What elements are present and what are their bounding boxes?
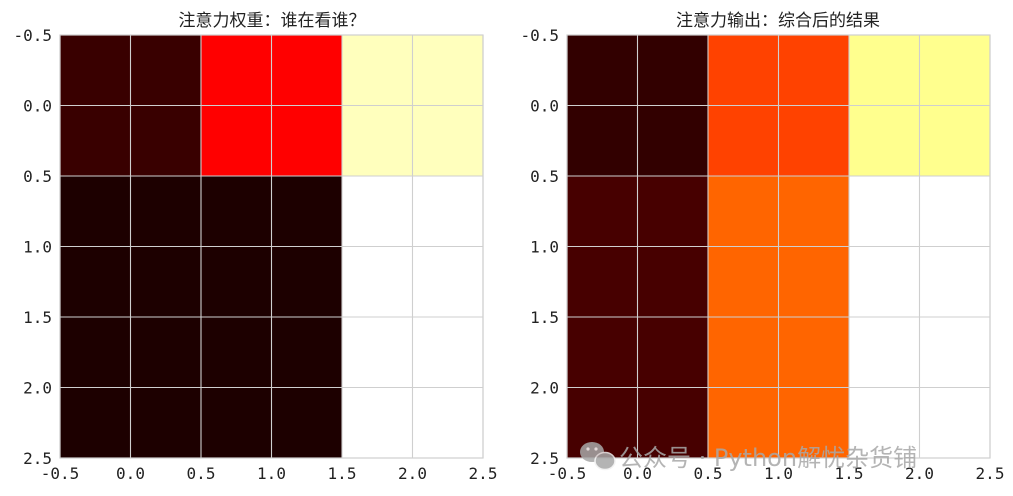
x-tick-label: -0.5 bbox=[41, 464, 80, 483]
x-tick-labels: -0.5 0.0 0.5 1.0 1.5 2.0 2.5 bbox=[41, 464, 498, 483]
y-tick-label: -0.5 bbox=[13, 26, 52, 45]
x-tick-label: 0.5 bbox=[187, 464, 216, 483]
y-tick-label: -0.5 bbox=[520, 26, 559, 45]
plot-frame bbox=[59, 34, 484, 459]
y-tick-label: 0.5 bbox=[23, 167, 52, 186]
y-tick-label: 1.5 bbox=[23, 308, 52, 327]
y-tick-labels: -0.5 0.0 0.5 1.0 1.5 2.0 2.5 bbox=[520, 26, 559, 468]
x-tick-label: 1.0 bbox=[257, 464, 286, 483]
watermark: 公众号 · Python解忧杂货铺 bbox=[580, 442, 917, 472]
y-tick-label: 0.0 bbox=[530, 97, 559, 116]
chart-title: 注意力输出：综合后的结果 bbox=[676, 11, 880, 31]
x-tick-label: 1.5 bbox=[835, 464, 864, 483]
x-tick-label: -0.5 bbox=[548, 464, 587, 483]
x-tick-label: 2.0 bbox=[398, 464, 427, 483]
x-tick-label: 1.0 bbox=[764, 464, 793, 483]
x-tick-label: 0.5 bbox=[694, 464, 723, 483]
y-tick-labels: -0.5 0.0 0.5 1.0 1.5 2.0 2.5 bbox=[13, 26, 52, 468]
x-tick-label: 2.0 bbox=[905, 464, 934, 483]
y-tick-label: 0.0 bbox=[23, 97, 52, 116]
y-tick-label: 2.0 bbox=[530, 379, 559, 398]
plot-frame bbox=[566, 34, 991, 459]
y-tick-label: 2.5 bbox=[530, 449, 559, 468]
y-tick-label: 0.5 bbox=[530, 167, 559, 186]
x-tick-label: 1.5 bbox=[328, 464, 357, 483]
panel-attention-output: 注意力输出：综合后的结果 -0.5 0.0 0.5 1.0 1.5 2.0 2.5 -0.5… bbox=[520, 11, 1004, 483]
x-tick-label: 0.0 bbox=[623, 464, 652, 483]
x-tick-label: 0.0 bbox=[116, 464, 145, 483]
y-tick-label: 1.0 bbox=[23, 238, 52, 257]
y-tick-label: 1.5 bbox=[530, 308, 559, 327]
y-tick-label: 2.5 bbox=[23, 449, 52, 468]
panel-attention-weights: 注意力权重：谁在看谁？ -0.5 0.0 0.5 1.0 1.5 2.0 2.5 -0.5 0… bbox=[13, 11, 497, 483]
x-tick-label: 2.5 bbox=[469, 464, 498, 483]
watermark-text: 公众号 · Python解忧杂货铺 bbox=[619, 444, 917, 472]
wechat-icon bbox=[580, 442, 616, 471]
x-tick-labels: -0.5 0.0 0.5 1.0 1.5 2.0 2.5 bbox=[548, 464, 1005, 483]
chart-title: 注意力权重：谁在看谁？ bbox=[179, 11, 366, 31]
y-tick-label: 1.0 bbox=[530, 238, 559, 257]
x-tick-label: 2.5 bbox=[976, 464, 1005, 483]
y-tick-label: 2.0 bbox=[23, 379, 52, 398]
